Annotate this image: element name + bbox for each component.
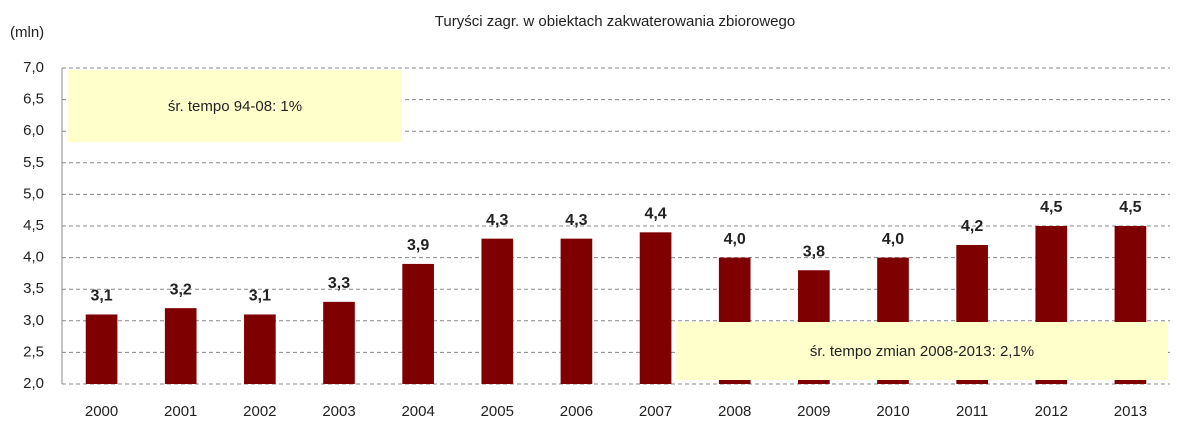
x-tick-label: 2000 <box>85 403 118 420</box>
y-axis-label: (mln) <box>10 24 44 41</box>
value-label: 4,4 <box>644 206 666 223</box>
chart-title: Turyści zagr. w obiektach zakwaterowania… <box>435 13 795 30</box>
bar <box>481 238 514 384</box>
y-tick-label: 3,5 <box>23 280 44 297</box>
value-label: 3,9 <box>407 237 429 254</box>
value-label: 4,2 <box>961 218 983 235</box>
y-tick-label: 6,5 <box>23 91 44 108</box>
value-label: 3,1 <box>90 288 112 305</box>
y-tick-label: 5,0 <box>23 185 44 202</box>
bar <box>323 301 355 384</box>
bar <box>164 308 197 384</box>
x-tick-label: 2007 <box>639 403 672 420</box>
y-tick-label: 2,5 <box>23 343 44 360</box>
x-tick-label: 2001 <box>164 403 197 420</box>
x-tick-label: 2002 <box>243 403 276 420</box>
y-tick-label: 3,0 <box>23 312 44 329</box>
value-label: 3,3 <box>328 275 350 292</box>
bar <box>639 232 672 384</box>
x-tick-label: 2006 <box>560 403 593 420</box>
x-tick-label: 2003 <box>322 403 355 420</box>
annotation-box <box>68 70 402 142</box>
value-label: 3,1 <box>249 288 271 305</box>
bar <box>560 238 593 384</box>
annotation-box <box>676 322 1168 380</box>
y-tick-label: 7,0 <box>23 59 44 76</box>
y-tick-label: 4,5 <box>23 217 44 234</box>
value-label: 4,0 <box>724 231 746 248</box>
value-label: 4,5 <box>1119 199 1141 216</box>
x-tick-label: 2005 <box>481 403 514 420</box>
annotation: śr. tempo zmian 2008-2013: 2,1% <box>810 343 1034 360</box>
x-tick-label: 2013 <box>1114 403 1147 420</box>
y-tick-label: 5,5 <box>23 154 44 171</box>
bar <box>244 314 276 384</box>
value-label: 3,8 <box>803 243 825 260</box>
value-label: 4,3 <box>565 212 587 229</box>
x-tick-label: 2012 <box>1035 403 1068 420</box>
bar <box>85 314 118 384</box>
value-label: 4,0 <box>882 231 904 248</box>
value-label: 3,2 <box>170 281 192 298</box>
y-tick-label: 2,0 <box>23 375 44 392</box>
x-tick-label: 2011 <box>956 403 988 420</box>
x-tick-label: 2008 <box>718 403 751 420</box>
y-tick-label: 4,0 <box>23 249 44 266</box>
x-tick-label: 2009 <box>797 403 830 420</box>
bar <box>402 263 434 384</box>
y-tick-label: 6,0 <box>23 122 44 139</box>
value-label: 4,3 <box>486 212 508 229</box>
x-tick-label: 2004 <box>401 403 434 420</box>
x-tick-label: 2010 <box>876 403 909 420</box>
annotation: śr. tempo 94-08: 1% <box>168 98 302 115</box>
value-label: 4,5 <box>1040 199 1062 216</box>
